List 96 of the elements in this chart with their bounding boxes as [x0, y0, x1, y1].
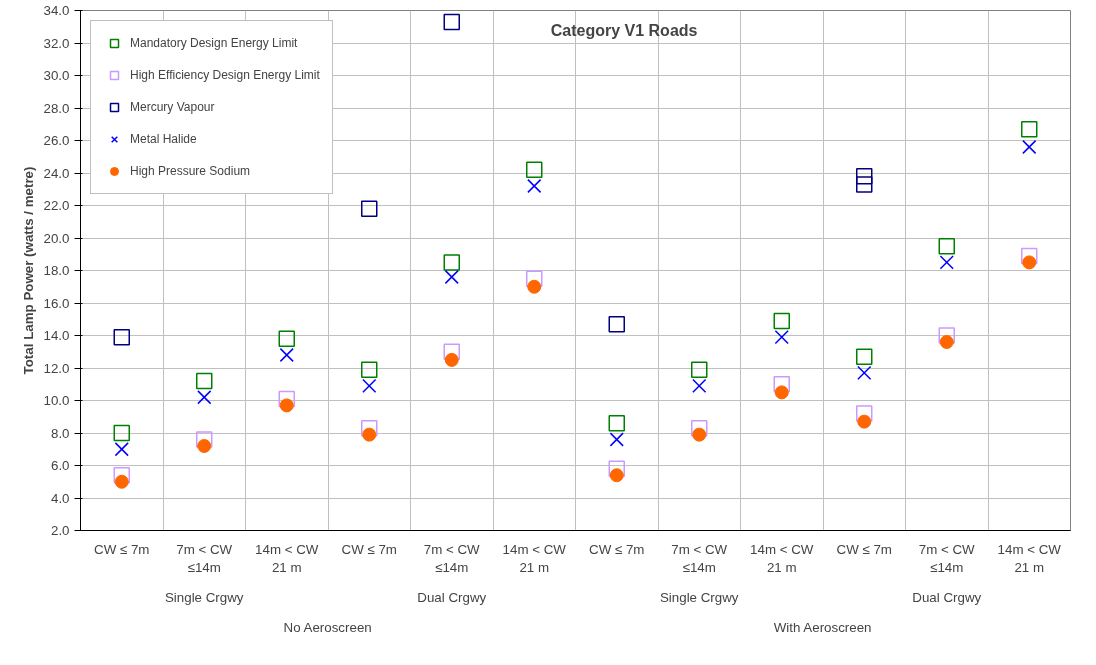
text: Dual Crgwy	[417, 589, 487, 605]
point	[113, 328, 130, 346]
text: Single Crgwy	[164, 589, 244, 605]
point	[362, 427, 377, 442]
point	[278, 330, 295, 347]
point	[443, 254, 460, 271]
point	[527, 178, 542, 194]
point	[114, 442, 129, 457]
point	[443, 13, 460, 31]
point	[608, 415, 625, 432]
y-tick-label: 2.0	[50, 523, 70, 538]
point	[279, 347, 294, 363]
legend-label: High Efficiency Design Energy Limit	[130, 68, 320, 82]
point	[856, 168, 873, 185]
y-tick-label: 6.0	[50, 458, 70, 473]
y-tick-label: 16.0	[43, 295, 70, 311]
point	[773, 376, 790, 393]
point	[114, 474, 129, 489]
point	[197, 439, 212, 453]
x-tick-label: CW ≤ 7m	[94, 541, 150, 557]
x-tick-label: 14m < CW 21 m	[502, 541, 567, 575]
point	[278, 390, 295, 408]
text: Category V1 Roads	[550, 21, 698, 39]
x-tick-label: 14m < CW 21 m	[255, 541, 319, 575]
legend-label: High Pressure Sodium	[130, 164, 251, 178]
x-tick-label: CW ≤ 7m	[836, 541, 892, 557]
point	[691, 419, 708, 437]
x-tick-label: 14m < CW 21 m	[997, 541, 1062, 575]
point	[196, 372, 213, 390]
y-tick-label: 30.0	[43, 68, 70, 83]
point	[938, 327, 955, 344]
point	[1021, 120, 1038, 138]
point	[113, 424, 130, 442]
y-tick-label: 28.0	[43, 100, 70, 116]
point	[1022, 139, 1037, 155]
legend-label: Mercury Vapour	[130, 100, 215, 114]
x-tick-label: CW ≤ 7m	[341, 541, 397, 557]
x-tick-label: 7m < CW ≤14m	[918, 541, 976, 575]
point	[691, 361, 708, 378]
text: With Aeroscreen	[773, 619, 872, 635]
point	[361, 419, 378, 437]
point	[939, 335, 954, 349]
y-axis-title: Total Lamp Power (watts / metre)	[20, 166, 36, 375]
point	[113, 467, 130, 484]
point	[609, 432, 624, 447]
point	[857, 365, 872, 380]
text: No Aeroscreen	[283, 619, 372, 635]
point	[856, 176, 873, 193]
point	[197, 390, 212, 405]
y-tick-label: 18.0	[43, 263, 70, 278]
point	[526, 161, 543, 178]
point	[361, 200, 378, 217]
point	[608, 315, 625, 333]
y-tick-label: 34.0	[43, 3, 70, 18]
point	[774, 330, 789, 345]
x-tick-label: 7m < CW ≤14m	[176, 541, 233, 575]
point	[526, 270, 543, 287]
text: Dual Crgwy	[912, 589, 982, 605]
point	[279, 398, 294, 413]
legend-label: Metal Halide	[130, 132, 197, 146]
point	[857, 414, 872, 429]
point	[773, 312, 790, 330]
point	[1021, 247, 1038, 265]
x-tick-label: 14m < CW 21 m	[750, 541, 814, 575]
y-tick-label: 24.0	[43, 165, 70, 181]
point	[1022, 255, 1037, 270]
x-tick-label: CW ≤ 7m	[589, 541, 645, 557]
x-tick-label: 7m < CW ≤14m	[423, 541, 481, 575]
point	[856, 405, 873, 422]
point	[196, 431, 213, 448]
y-tick-label: 20.0	[43, 230, 70, 246]
point	[527, 279, 542, 294]
point	[774, 385, 789, 400]
point	[609, 468, 624, 483]
y-tick-label: 14.0	[43, 328, 70, 343]
y-tick-label: 8.0	[50, 425, 70, 441]
y-tick-label: 22.0	[43, 198, 70, 213]
point	[362, 378, 377, 393]
y-tick-label: 32.0	[43, 35, 70, 51]
text: Single Crgwy	[659, 589, 739, 605]
point	[444, 269, 459, 285]
point	[938, 237, 955, 255]
x-tick-label: 7m < CW ≤14m	[671, 541, 728, 575]
legend-label: Mandatory Design Energy Limit	[130, 36, 298, 50]
point	[692, 378, 707, 393]
point	[444, 352, 459, 367]
y-tick-label: 12.0	[43, 360, 70, 376]
point	[856, 348, 873, 365]
y-tick-label: 26.0	[43, 133, 70, 148]
point	[608, 460, 625, 477]
point	[443, 343, 460, 360]
y-tick-label: 4.0	[50, 490, 70, 506]
y-tick-label: 10.0	[43, 393, 70, 408]
point	[692, 427, 707, 442]
point	[939, 255, 954, 270]
point	[361, 361, 378, 378]
